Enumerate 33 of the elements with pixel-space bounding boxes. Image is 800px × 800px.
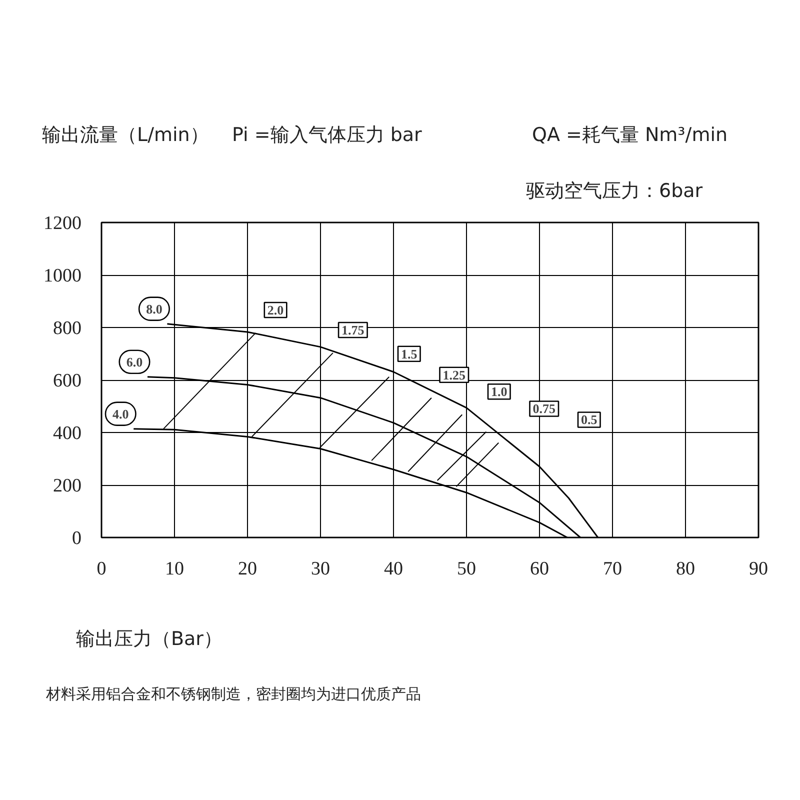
text: Pi =输入气体压力 bar [232,123,422,148]
series-label: 4.0 [112,406,129,422]
text: 材料采用铝合金和不锈钢制造，密封圈均为进口优质产品 [46,684,421,705]
y-tick-label: 0 [72,528,82,549]
series-label: 6.0 [126,354,143,370]
x-tick-label: 30 [311,558,330,580]
y-tick-label: 800 [53,318,82,339]
x-tick-label: 40 [384,558,403,580]
x-tick-label: 0 [96,558,106,580]
x-tick-label: 20 [238,558,257,580]
y-axis-title: 输出流量（L/min） [42,123,209,148]
x-tick-label: 60 [530,558,549,580]
x-tick-label: 50 [457,558,476,580]
x-tick-label: 90 [749,558,768,580]
text: 0.5 [580,412,598,428]
text: 驱动空气压力：6bar [526,179,703,204]
series-label: 1.25 [442,367,466,382]
x-tick-label: 80 [676,558,695,580]
y-tick-label: 1000 [44,266,82,286]
y-tick-label: 1200 [44,213,82,234]
x-tick-label: 70 [603,558,622,580]
text: 0.75 [532,401,556,416]
series-label: 1.75 [342,322,365,338]
x-tick-label: 10 [165,558,184,580]
y-tick-label: 600 [53,370,82,392]
text: QA =耗气量 Nm³/min [532,123,728,148]
x-axis-title: 输出压力（Bar） [76,627,222,652]
series-label: 1.5 [400,346,418,362]
y-tick-label: 400 [53,423,82,444]
y-tick-label: 200 [53,476,82,496]
series-label: 2.0 [267,302,284,318]
text: 1.0 [490,384,508,400]
series-label: 8.0 [146,301,162,316]
